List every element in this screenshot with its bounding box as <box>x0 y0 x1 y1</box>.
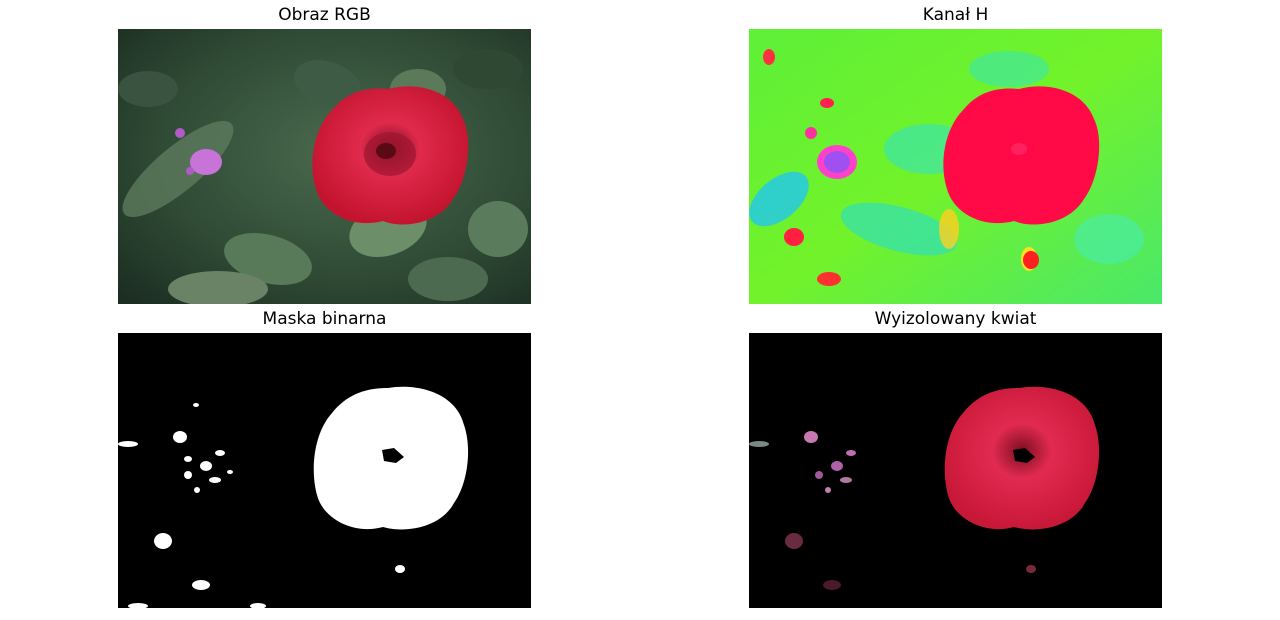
binary-mask-image <box>118 333 531 608</box>
rgb-image <box>118 29 531 304</box>
panel-title-isolated: Wyizolowany kwiat <box>874 309 1037 329</box>
panel-title-rgb: Obraz RGB <box>278 5 371 25</box>
panel-title-hue: Kanał H <box>922 5 989 25</box>
hue-channel-image <box>749 29 1162 304</box>
panel-title-mask: Maska binarna <box>262 309 387 329</box>
isolated-flower-image <box>749 333 1162 608</box>
